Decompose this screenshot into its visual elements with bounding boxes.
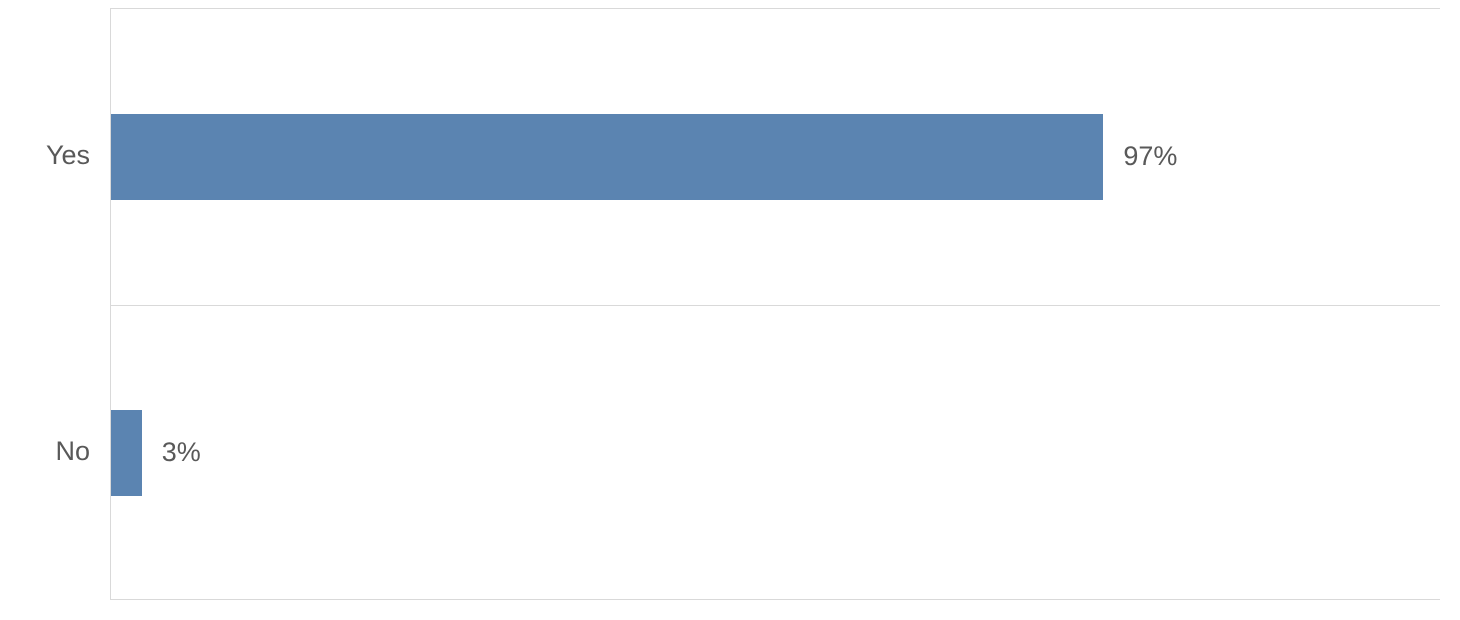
bar xyxy=(111,114,1103,200)
bar xyxy=(111,410,142,496)
value-label: 97% xyxy=(1123,141,1177,172)
category-label: No xyxy=(0,436,90,467)
plot-area: 97% 3% xyxy=(110,8,1440,600)
value-label: 3% xyxy=(162,437,201,468)
bar-chart: 97% 3% Yes No xyxy=(0,0,1460,620)
row-divider xyxy=(111,305,1440,306)
category-label: Yes xyxy=(0,140,90,171)
